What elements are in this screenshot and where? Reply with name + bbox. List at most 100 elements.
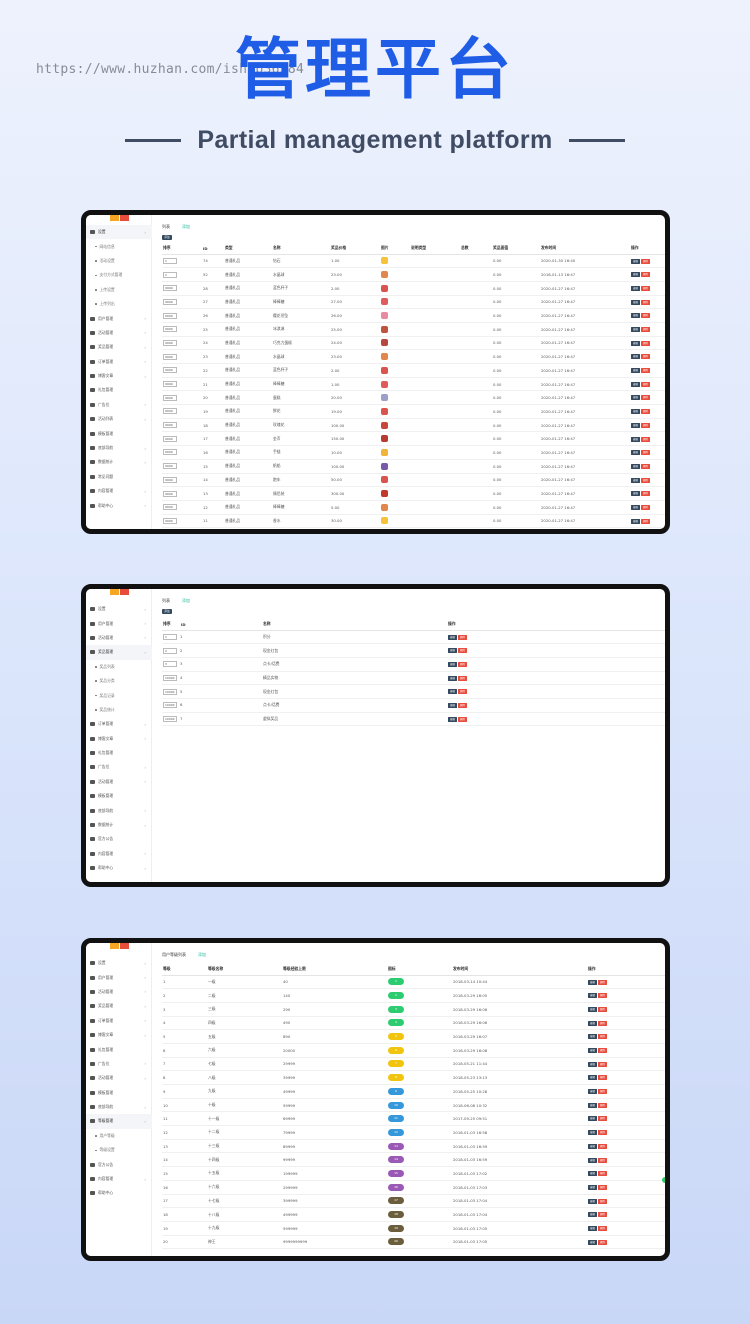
sidebar-item[interactable]: 活动管理 › bbox=[86, 985, 152, 999]
edit-button[interactable]: 编辑 bbox=[588, 1225, 598, 1231]
delete-button[interactable]: 删除 bbox=[598, 1184, 608, 1190]
edit-button[interactable]: 编辑 bbox=[588, 1102, 598, 1108]
sidebar-item[interactable]: 帮助中心 bbox=[86, 1186, 152, 1200]
tab-list[interactable]: 列表 bbox=[162, 598, 170, 603]
edit-button[interactable]: 编辑 bbox=[448, 716, 458, 722]
add-button[interactable]: 添加 bbox=[162, 235, 172, 240]
sidebar-item[interactable]: 活动列表 › bbox=[86, 412, 152, 426]
sort-input[interactable]: 9999 bbox=[163, 298, 177, 305]
sidebar-item[interactable]: 礼包管理 bbox=[86, 383, 152, 397]
edit-button[interactable]: 编辑 bbox=[588, 1034, 598, 1040]
sort-input[interactable]: 9999 bbox=[163, 422, 177, 429]
edit-button[interactable]: 编辑 bbox=[631, 436, 641, 442]
delete-button[interactable]: 删除 bbox=[598, 1061, 608, 1067]
sidebar-item[interactable]: 礼包管理 bbox=[86, 1042, 152, 1056]
sort-input[interactable]: 1 bbox=[163, 633, 177, 640]
edit-button[interactable]: 编辑 bbox=[588, 979, 598, 985]
tab-add[interactable]: 添加 bbox=[182, 224, 190, 229]
delete-button[interactable]: 删除 bbox=[641, 518, 651, 524]
sort-input[interactable]: 9999 bbox=[163, 367, 177, 374]
delete-button[interactable]: 删除 bbox=[598, 993, 608, 999]
edit-button[interactable]: 编辑 bbox=[448, 661, 458, 667]
sidebar-item[interactable]: 内容管理 › bbox=[86, 484, 152, 498]
sort-input[interactable]: 9999 bbox=[163, 312, 177, 319]
sidebar-item[interactable]: 用户管理 › bbox=[86, 311, 152, 325]
sort-input[interactable]: 10000 bbox=[163, 715, 177, 722]
edit-button[interactable]: 编辑 bbox=[588, 1116, 598, 1122]
sort-input[interactable]: 9999 bbox=[163, 381, 177, 388]
edit-button[interactable]: 编辑 bbox=[588, 993, 598, 999]
sidebar-item[interactable]: 奖品管理 › bbox=[86, 340, 152, 354]
sidebar-item[interactable]: 设置 › bbox=[86, 225, 152, 240]
delete-button[interactable]: 删除 bbox=[598, 1020, 608, 1026]
edit-button[interactable]: 编辑 bbox=[588, 1075, 598, 1081]
sidebar-item[interactable]: 模板管理 bbox=[86, 789, 152, 803]
delete-button[interactable]: 删除 bbox=[641, 368, 651, 374]
sort-input[interactable]: 1 bbox=[163, 271, 177, 278]
sort-input[interactable]: 10000 bbox=[163, 702, 177, 709]
sidebar-item[interactable]: 广告位 › bbox=[86, 760, 152, 774]
add-button[interactable]: 添加 bbox=[162, 609, 172, 614]
delete-button[interactable]: 删除 bbox=[598, 1089, 608, 1095]
sidebar-item[interactable]: 博客文章 › bbox=[86, 732, 152, 746]
sidebar-item[interactable]: 等级管理 › bbox=[86, 1114, 152, 1129]
sort-input[interactable]: 9999 bbox=[163, 339, 177, 346]
delete-button[interactable]: 删除 bbox=[641, 436, 651, 442]
delete-button[interactable]: 删除 bbox=[598, 1130, 608, 1136]
sidebar-item[interactable]: 奖品列表 bbox=[86, 660, 152, 674]
edit-button[interactable]: 编辑 bbox=[631, 285, 641, 291]
sort-input[interactable]: 9999 bbox=[163, 353, 177, 360]
edit-button[interactable]: 编辑 bbox=[631, 313, 641, 319]
sidebar-item[interactable]: 上传列出 bbox=[86, 297, 152, 311]
edit-button[interactable]: 编辑 bbox=[631, 463, 641, 469]
edit-button[interactable]: 编辑 bbox=[588, 1048, 598, 1054]
sort-input[interactable]: 9999 bbox=[163, 504, 177, 511]
edit-button[interactable]: 编辑 bbox=[631, 381, 641, 387]
sidebar-item[interactable]: 用户管理 › bbox=[86, 616, 152, 630]
edit-button[interactable]: 编辑 bbox=[631, 340, 641, 346]
delete-button[interactable]: 删除 bbox=[641, 450, 651, 456]
sidebar-item[interactable]: 底部导航 › bbox=[86, 803, 152, 817]
edit-button[interactable]: 编辑 bbox=[631, 354, 641, 360]
sidebar-item[interactable]: 用户等级 bbox=[86, 1129, 152, 1143]
sidebar-item[interactable]: 奖品统计 bbox=[86, 703, 152, 717]
sidebar-item[interactable]: 模板管理 bbox=[86, 426, 152, 440]
delete-button[interactable]: 删除 bbox=[641, 285, 651, 291]
edit-button[interactable]: 编辑 bbox=[631, 258, 641, 264]
sort-input[interactable]: 9999 bbox=[163, 476, 177, 483]
sidebar-item[interactable]: 订单管理 › bbox=[86, 1014, 152, 1028]
delete-button[interactable]: 删除 bbox=[598, 1225, 608, 1231]
delete-button[interactable]: 删除 bbox=[641, 477, 651, 483]
sort-input[interactable]: 9999 bbox=[163, 517, 177, 524]
sidebar-item[interactable]: 网站信息 bbox=[86, 239, 152, 253]
delete-button[interactable]: 删除 bbox=[641, 340, 651, 346]
edit-button[interactable]: 编辑 bbox=[448, 675, 458, 681]
sidebar-item[interactable]: 礼包管理 bbox=[86, 746, 152, 760]
delete-button[interactable]: 删除 bbox=[458, 689, 468, 695]
delete-button[interactable]: 删除 bbox=[458, 716, 468, 722]
sort-input[interactable]: 9999 bbox=[163, 394, 177, 401]
edit-button[interactable]: 编辑 bbox=[588, 1171, 598, 1177]
delete-button[interactable]: 删除 bbox=[641, 504, 651, 510]
sidebar-item[interactable]: 底部导航 › bbox=[86, 1100, 152, 1114]
tab-list[interactable]: 列表 bbox=[162, 224, 170, 229]
sidebar-item[interactable]: 活动管理 › bbox=[86, 326, 152, 340]
delete-button[interactable]: 删除 bbox=[598, 1006, 608, 1012]
tab-add[interactable]: 添加 bbox=[182, 598, 190, 603]
delete-button[interactable]: 删除 bbox=[458, 648, 468, 654]
delete-button[interactable]: 删除 bbox=[598, 1198, 608, 1204]
edit-button[interactable]: 编辑 bbox=[631, 368, 641, 374]
sidebar-item[interactable]: 订单管理 › bbox=[86, 355, 152, 369]
sort-input[interactable]: 1 bbox=[163, 257, 177, 264]
delete-button[interactable]: 删除 bbox=[598, 1102, 608, 1108]
delete-button[interactable]: 删除 bbox=[598, 1116, 608, 1122]
edit-button[interactable]: 编辑 bbox=[448, 689, 458, 695]
edit-button[interactable]: 编辑 bbox=[631, 491, 641, 497]
delete-button[interactable]: 删除 bbox=[598, 1157, 608, 1163]
sort-input[interactable]: 3 bbox=[163, 661, 177, 668]
sidebar-item[interactable]: 数据统计 › bbox=[86, 818, 152, 832]
tab-add[interactable]: 添加 bbox=[198, 952, 206, 957]
edit-button[interactable]: 编辑 bbox=[588, 1157, 598, 1163]
sort-input[interactable]: 9999 bbox=[163, 449, 177, 456]
edit-button[interactable]: 编辑 bbox=[631, 272, 641, 278]
